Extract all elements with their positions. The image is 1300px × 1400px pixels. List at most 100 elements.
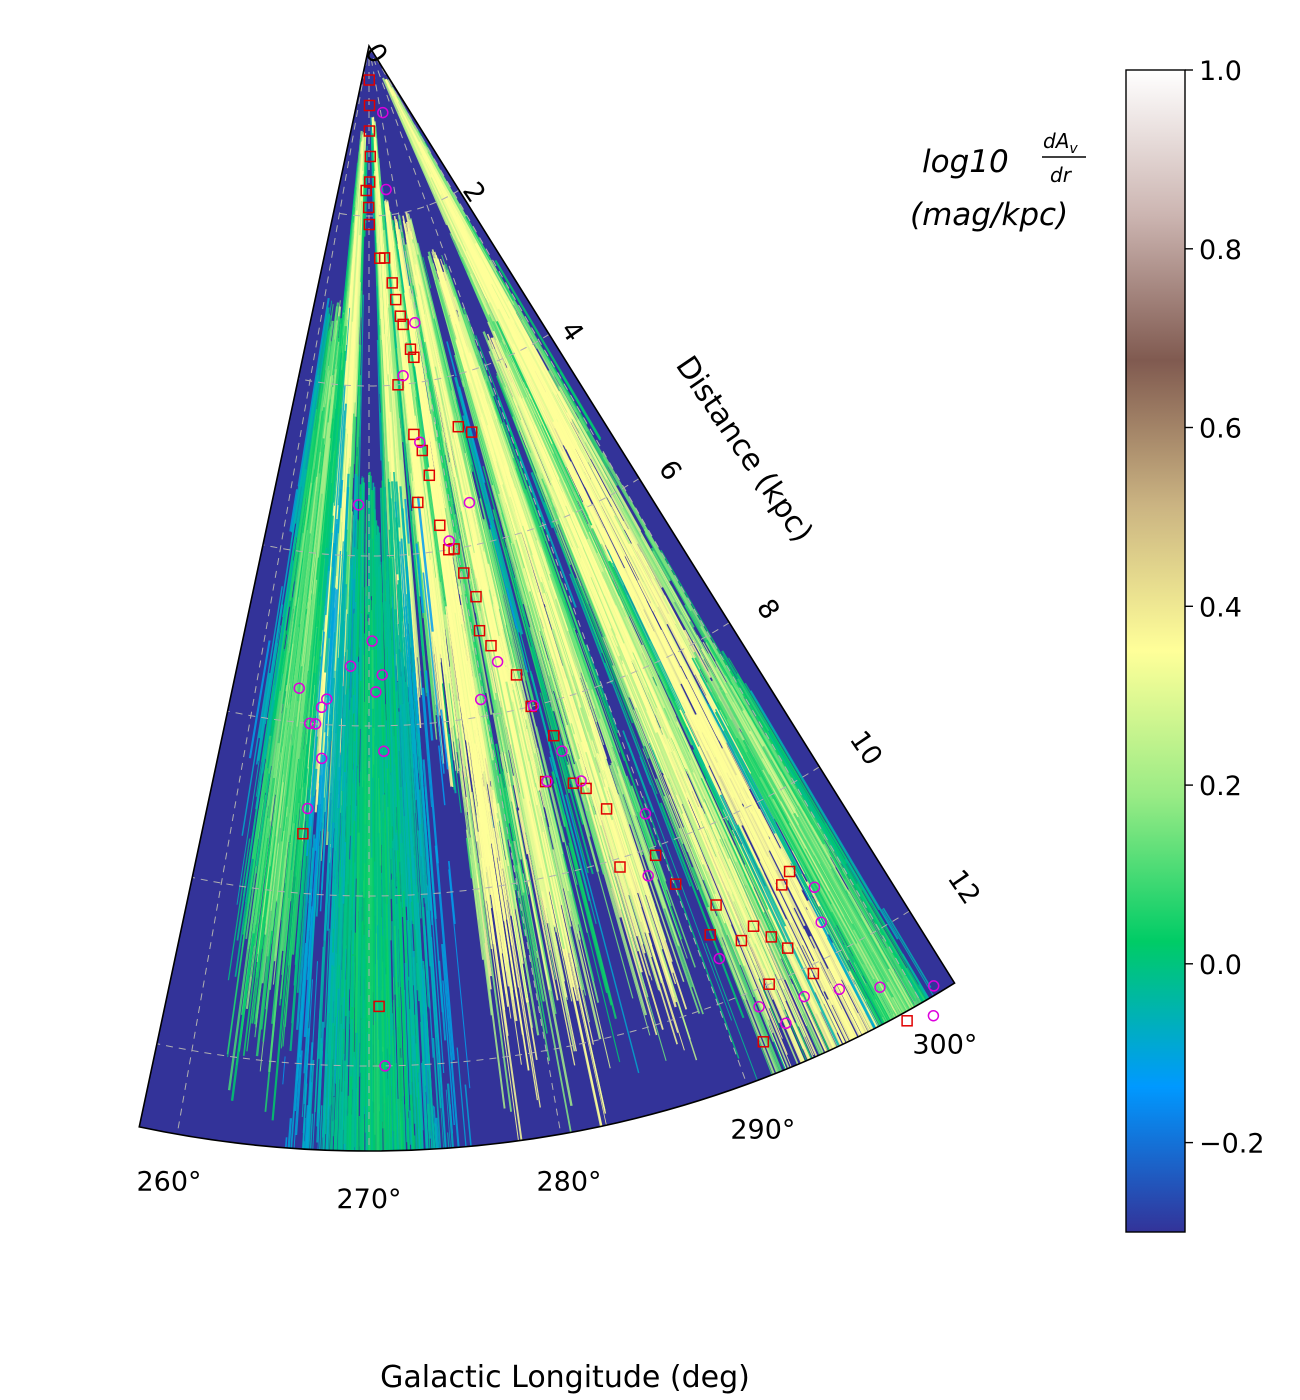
longitude-tick-label: 260° xyxy=(136,1166,201,1197)
heatmap-streak xyxy=(555,598,582,673)
heatmap-streak xyxy=(541,424,630,617)
heatmap-streak xyxy=(806,909,870,1032)
heatmap-streak xyxy=(563,814,617,1020)
heatmap-streak xyxy=(643,528,693,612)
heatmap-streak xyxy=(499,860,541,1108)
heatmap-streak xyxy=(815,966,854,1041)
heatmap-streak xyxy=(555,422,682,676)
distance-tick-label: 10 xyxy=(843,725,888,771)
heatmap-streak xyxy=(542,592,582,709)
heatmap-streak xyxy=(491,344,568,528)
heatmap-streak xyxy=(519,466,588,655)
heatmap-streak xyxy=(705,942,758,1081)
distance-tick-label: 4 xyxy=(554,316,589,348)
heatmap-streak xyxy=(585,751,660,991)
heatmap-streak xyxy=(630,595,743,827)
colorbar-tick-label: 1.0 xyxy=(1199,56,1242,87)
heatmap-streak xyxy=(820,988,848,1043)
heatmap-streak xyxy=(351,955,355,1008)
heatmap-streak xyxy=(530,471,554,529)
heatmap-streak xyxy=(653,631,716,758)
heatmap-streak xyxy=(454,376,524,635)
heatmap-streak xyxy=(483,787,518,998)
heatmap-streak xyxy=(576,526,693,792)
heatmap-streak xyxy=(736,824,787,927)
heatmap-streak xyxy=(635,608,761,869)
heatmap-streak xyxy=(429,480,465,712)
heatmap-streak xyxy=(572,627,639,813)
heatmap-streak xyxy=(656,631,670,656)
heatmap-streak xyxy=(485,789,507,920)
heatmap-streak xyxy=(419,282,453,427)
colorbar-tick-label: 0.6 xyxy=(1199,414,1242,445)
heatmap-streak xyxy=(488,350,548,497)
heatmap-streak xyxy=(759,860,832,1009)
heatmap-streak xyxy=(780,847,803,891)
heatmap-streak xyxy=(466,380,528,582)
heatmap-streak xyxy=(518,339,577,450)
heatmap-streak xyxy=(607,560,691,736)
heatmap-streak xyxy=(610,762,644,856)
heatmap-streak xyxy=(653,669,731,838)
heatmap-streak xyxy=(423,341,445,444)
heatmap-streak xyxy=(413,129,477,244)
heatmap-streak xyxy=(514,880,526,937)
heatmap-streak xyxy=(685,726,788,944)
heatmap-streak xyxy=(559,677,634,918)
heatmap-streak xyxy=(422,256,432,289)
heatmap-streak xyxy=(523,493,593,690)
colorbar-tick-label: 0.8 xyxy=(1199,235,1242,266)
heatmap-streak xyxy=(495,743,516,842)
heatmap-streak xyxy=(515,628,525,660)
heatmap-streak xyxy=(580,775,658,1036)
heatmap-streak xyxy=(631,651,658,708)
heatmap-streak xyxy=(497,822,528,999)
heatmap-streak xyxy=(485,663,495,703)
heatmap-streak xyxy=(573,733,603,826)
heatmap-streak xyxy=(700,817,756,944)
heatmap-streak xyxy=(710,822,785,990)
heatmap-streak xyxy=(508,293,589,432)
heatmap-streak xyxy=(412,243,458,436)
heatmap-streak xyxy=(588,797,667,1061)
heatmap-streak xyxy=(495,270,515,301)
heatmap-streak xyxy=(614,604,715,829)
heatmap-streak xyxy=(512,416,572,566)
heatmap-streak xyxy=(575,577,634,724)
heatmap-streak xyxy=(361,1018,365,1151)
heatmap-streak xyxy=(587,515,603,545)
heatmap-streak xyxy=(549,824,602,1040)
heatmap-streak xyxy=(585,644,619,734)
colorbar-title: log10 dAv dr (mag/kpc) xyxy=(910,129,1086,233)
heatmap-streak xyxy=(458,605,487,759)
heatmap-streak xyxy=(478,715,492,782)
heatmap-streak xyxy=(728,858,818,1057)
heatmap-streak xyxy=(513,667,527,720)
heatmap-streak xyxy=(459,511,482,612)
heatmap-streak xyxy=(522,700,570,892)
heatmap-streak xyxy=(504,810,551,1062)
heatmap-streak xyxy=(457,419,521,679)
heatmap-streak xyxy=(543,349,588,426)
heatmap-streak xyxy=(745,885,823,1055)
heatmap-streak xyxy=(427,256,466,387)
heatmap-streak xyxy=(640,590,753,814)
heatmap-streak xyxy=(590,788,664,1030)
heatmap-streak xyxy=(663,796,684,845)
heatmap-streak xyxy=(463,419,490,519)
heatmap-streak xyxy=(396,95,467,218)
heatmap-streak xyxy=(441,278,495,439)
heatmap-streak xyxy=(498,773,510,824)
heatmap-streak xyxy=(491,485,569,755)
heatmap-streak xyxy=(570,461,655,635)
heatmap-streak xyxy=(539,640,612,889)
colorbar-tick-label: 0.4 xyxy=(1199,592,1242,623)
heatmap-streak xyxy=(530,670,597,925)
heatmap-streak xyxy=(801,882,823,923)
heatmap-streak xyxy=(528,591,581,760)
heatmap-streak xyxy=(479,855,519,1141)
heatmap-streak xyxy=(496,418,543,547)
heatmap-streak xyxy=(676,727,690,753)
heatmap-streak xyxy=(467,814,486,944)
heatmap-streak xyxy=(331,1096,336,1137)
